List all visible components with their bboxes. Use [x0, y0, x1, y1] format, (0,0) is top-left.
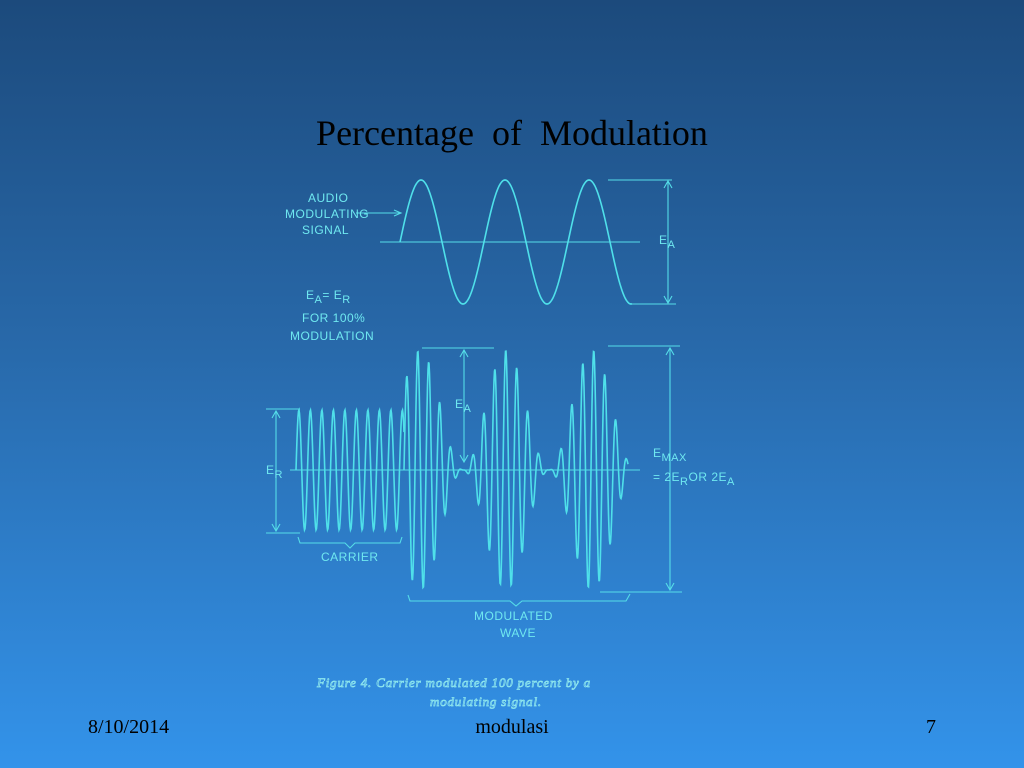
ea-wave-arrow-down: [459, 454, 469, 464]
figure-caption-line1: Figure 4. Carrier modulated 100 percent …: [316, 675, 591, 690]
ea-equals-er-label: EA= ER: [306, 288, 351, 306]
figure-caption-line2: modulating signal.: [430, 694, 542, 709]
modulated-wave: [403, 350, 629, 590]
slide-number: 7: [926, 716, 936, 738]
modulated-bracket: [407, 593, 631, 607]
er-label: ER: [266, 463, 283, 481]
note-line2: MODULATION: [290, 329, 374, 343]
footer-date: 8/10/2014: [88, 716, 170, 738]
audio-label-line3: SIGNAL: [302, 223, 349, 237]
audio-modulating-wave: [399, 179, 633, 305]
modulated-label-line2: WAVE: [500, 626, 536, 640]
modulated-label-line1: MODULATED: [474, 609, 553, 623]
emax-arrow-up: [665, 346, 675, 356]
emax-equation: = 2EROR 2EA: [653, 470, 735, 488]
footer-title: modulasi: [475, 716, 549, 738]
emax-label: EMAX: [653, 446, 687, 464]
audio-pointer-arrow: [393, 209, 403, 217]
ea-wave-arrow-up: [459, 348, 469, 358]
ea-label-wave: EA: [455, 397, 472, 415]
audio-label-line1: AUDIO: [308, 191, 349, 205]
er-arrow-up: [271, 409, 281, 419]
ea-label-top: EA: [659, 233, 676, 251]
carrier-bracket: [297, 536, 403, 549]
audio-label-line2: MODULATING: [285, 207, 369, 221]
carrier-label: CARRIER: [321, 550, 379, 564]
er-arrow-down: [271, 523, 281, 533]
note-line1: FOR 100%: [302, 311, 365, 325]
carrier-wave: [295, 407, 405, 533]
slide-title: Percentage of Modulation: [316, 113, 708, 153]
emax-arrow-down: [665, 582, 675, 592]
ea-arrow-down: [663, 295, 673, 305]
ea-arrow-up: [663, 179, 673, 189]
